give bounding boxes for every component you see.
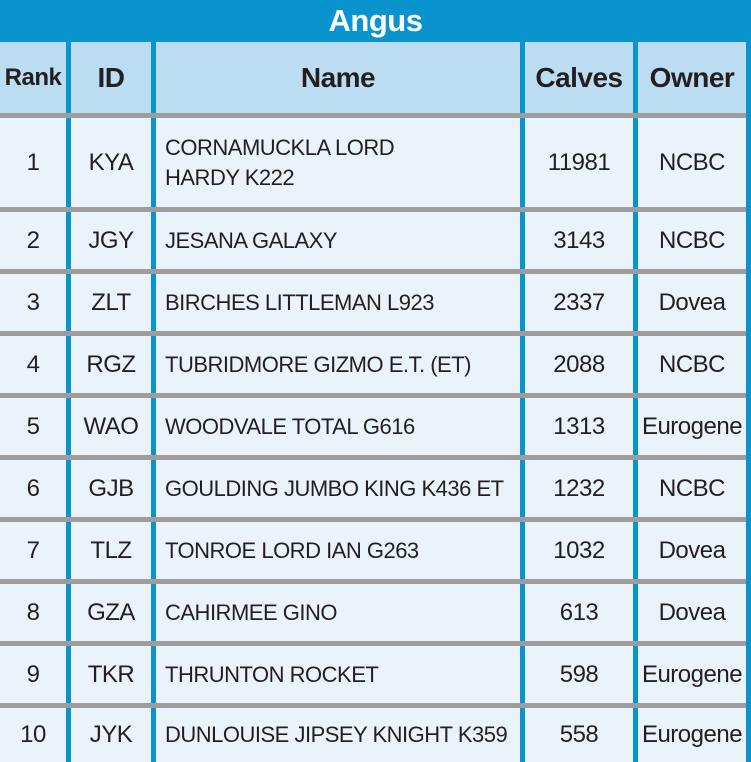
row-separator: [0, 393, 751, 398]
name-cell: DUNLOUISE JIPSEY KNIGHT K359: [151, 708, 520, 762]
owner-cell: NCBC: [633, 460, 746, 517]
rank-cell: 1: [26, 148, 40, 176]
owner-cell: Eurogene: [633, 398, 746, 455]
rank-cell: 4: [26, 350, 40, 378]
calves-cell: 558: [520, 708, 633, 762]
owner-cell: NCBC: [633, 336, 746, 393]
table-row: 4 RGZ TUBRIDMORE GIZMO E.T. (ET) 2088 NC…: [0, 336, 751, 393]
id-cell: TLZ: [66, 522, 151, 579]
calves-cell: 613: [520, 584, 633, 641]
name-cell: CORNAMUCKLA LORD HARDY K222: [151, 118, 520, 207]
row-separator: [0, 207, 751, 212]
name-cell: JESANA GALAXY: [151, 212, 520, 269]
row-separator: [0, 641, 751, 646]
rank-cell: 3: [26, 288, 40, 316]
row-separator: [0, 455, 751, 460]
rank-cell: 10: [20, 721, 46, 748]
id-cell: GJB: [66, 460, 151, 517]
id-cell: TKR: [66, 646, 151, 703]
table-row: 9 TKR THRUNTON ROCKET 598 Eurogene: [0, 646, 751, 703]
name-cell: BIRCHES LITTLEMAN L923: [151, 274, 520, 331]
table-row: 2 JGY JESANA GALAXY 3143 NCBC: [0, 212, 751, 269]
header-cell-rank: Rank: [4, 63, 62, 91]
calves-cell: 2337: [520, 274, 633, 331]
rank-cell: 9: [26, 660, 40, 688]
id-cell: KYA: [66, 118, 151, 207]
owner-cell: NCBC: [633, 118, 746, 207]
header-cell-name: Name: [151, 42, 520, 113]
table-title-bar: Angus: [0, 0, 751, 42]
rank-cell: 6: [26, 474, 40, 502]
table-row: 3 ZLT BIRCHES LITTLEMAN L923 2337 Dovea: [0, 274, 751, 331]
id-cell: ZLT: [66, 274, 151, 331]
table-header-row: Rank ID Name Calves Owner: [0, 42, 751, 113]
name-text: CORNAMUCKLA LORD HARDY K222: [165, 134, 395, 190]
table-right-border: [746, 0, 751, 762]
name-cell: TONROE LORD IAN G263: [151, 522, 520, 579]
id-cell: JGY: [66, 212, 151, 269]
calves-cell: 2088: [520, 336, 633, 393]
row-separator: [0, 331, 751, 336]
name-cell: WOODVALE TOTAL G616: [151, 398, 520, 455]
header-cell-owner: Owner: [633, 42, 746, 113]
owner-cell: Dovea: [633, 274, 746, 331]
row-separator: [0, 113, 751, 118]
row-separator: [0, 703, 751, 708]
owner-cell: Eurogene: [633, 708, 746, 762]
owner-cell: NCBC: [633, 212, 746, 269]
id-cell: WAO: [66, 398, 151, 455]
rank-cell: 7: [26, 536, 40, 564]
row-separator: [0, 269, 751, 274]
id-cell: RGZ: [66, 336, 151, 393]
owner-cell: Eurogene: [633, 646, 746, 703]
name-cell: THRUNTON ROCKET: [151, 646, 520, 703]
owner-cell: Dovea: [633, 584, 746, 641]
table-row: 10 JYK DUNLOUISE JIPSEY KNIGHT K359 558 …: [0, 708, 751, 762]
row-separator: [0, 517, 751, 522]
header-cell-id: ID: [66, 42, 151, 113]
calves-cell: 1032: [520, 522, 633, 579]
header-cell-calves: Calves: [520, 42, 633, 113]
calves-cell: 598: [520, 646, 633, 703]
calves-cell: 1232: [520, 460, 633, 517]
table-row: 6 GJB GOULDING JUMBO KING K436 ET 1232 N…: [0, 460, 751, 517]
rank-cell: 2: [26, 226, 40, 254]
rank-cell: 5: [26, 412, 40, 440]
id-cell: GZA: [66, 584, 151, 641]
row-separator: [0, 579, 751, 584]
name-cell: GOULDING JUMBO KING K436 ET: [151, 460, 520, 517]
name-cell: TUBRIDMORE GIZMO E.T. (ET): [151, 336, 520, 393]
table-row: 1 KYA CORNAMUCKLA LORD HARDY K222 11981 …: [0, 118, 751, 207]
calves-cell: 3143: [520, 212, 633, 269]
name-cell: CAHIRMEE GINO: [151, 584, 520, 641]
rank-cell: 8: [26, 598, 40, 626]
id-cell: JYK: [66, 708, 151, 762]
calves-cell: 1313: [520, 398, 633, 455]
table-row: 8 GZA CAHIRMEE GINO 613 Dovea: [0, 584, 751, 641]
owner-cell: Dovea: [633, 522, 746, 579]
table-row: 5 WAO WOODVALE TOTAL G616 1313 Eurogene: [0, 398, 751, 455]
calves-cell: 11981: [520, 118, 633, 207]
table-row: 7 TLZ TONROE LORD IAN G263 1032 Dovea: [0, 522, 751, 579]
table-title: Angus: [328, 2, 423, 38]
